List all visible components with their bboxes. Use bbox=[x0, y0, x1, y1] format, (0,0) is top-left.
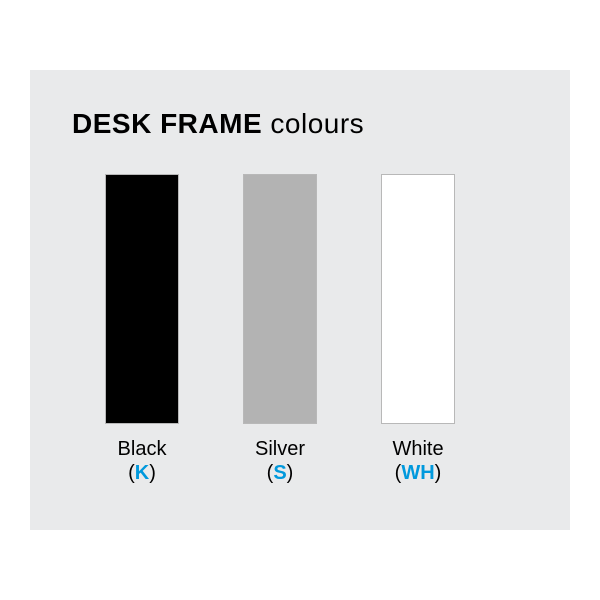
title-light: colours bbox=[262, 108, 364, 139]
swatch-silver bbox=[243, 174, 317, 424]
swatch-item: Silver (S) bbox=[230, 174, 330, 485]
swatch-code: S bbox=[273, 462, 286, 484]
swatch-white bbox=[381, 174, 455, 424]
swatch-label: White bbox=[392, 436, 443, 462]
panel-title: DESK FRAME colours bbox=[72, 108, 528, 140]
colour-panel: DESK FRAME colours Black (K) Silver (S) … bbox=[30, 70, 570, 530]
swatch-label: Silver bbox=[255, 436, 305, 462]
swatch-code: WH bbox=[401, 462, 434, 484]
paren-open: ( bbox=[128, 462, 135, 484]
swatch-code-line: (S) bbox=[267, 462, 294, 485]
swatch-black bbox=[105, 174, 179, 424]
title-bold: DESK FRAME bbox=[72, 108, 262, 139]
swatch-item: White (WH) bbox=[368, 174, 468, 485]
swatch-row: Black (K) Silver (S) White (WH) bbox=[72, 174, 528, 485]
swatch-code-line: (WH) bbox=[395, 462, 442, 485]
swatch-label: Black bbox=[118, 436, 167, 462]
paren-close: ) bbox=[149, 462, 156, 484]
swatch-item: Black (K) bbox=[92, 174, 192, 485]
swatch-code: K bbox=[135, 462, 149, 484]
paren-close: ) bbox=[435, 462, 442, 484]
paren-close: ) bbox=[287, 462, 294, 484]
swatch-code-line: (K) bbox=[128, 462, 156, 485]
